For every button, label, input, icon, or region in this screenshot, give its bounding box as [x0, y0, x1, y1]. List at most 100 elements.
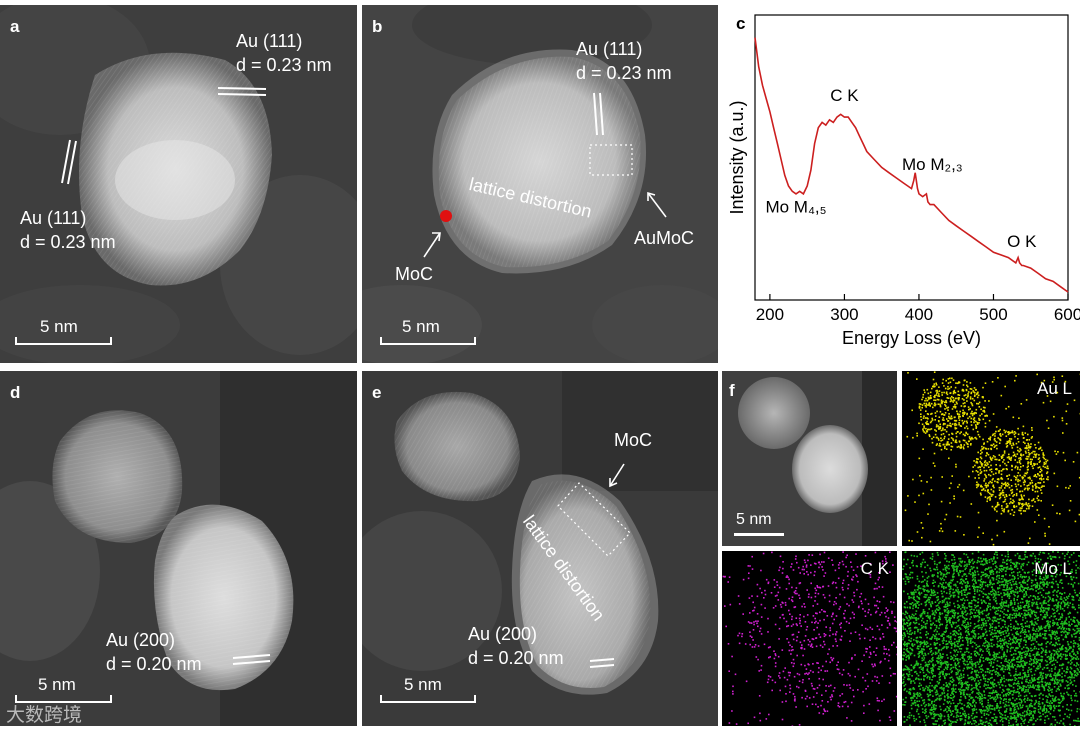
mo-signal-dot — [1042, 602, 1045, 604]
mo-signal-dot — [911, 675, 913, 677]
mo-signal-dot — [1051, 702, 1053, 704]
c-signal-dot — [892, 672, 895, 675]
au-signal-dot — [1020, 453, 1022, 455]
mo-signal-dot — [910, 704, 913, 707]
c-signal-dot — [887, 609, 889, 611]
au-signal-dot — [957, 394, 959, 396]
au-signal-dot — [946, 443, 949, 446]
mo-signal-dot — [916, 589, 919, 591]
mo-signal-dot — [957, 662, 959, 665]
au-signal-dot — [948, 487, 951, 489]
mo-signal-dot — [1022, 720, 1024, 722]
mo-signal-dot — [913, 654, 916, 657]
mo-signal-dot — [1006, 645, 1008, 647]
mo-signal-dot — [913, 666, 916, 668]
mo-signal-dot — [933, 700, 936, 703]
mo-signal-dot — [1037, 630, 1040, 632]
mo-signal-dot — [994, 629, 996, 632]
au-signal-dot — [1032, 498, 1035, 500]
mo-signal-dot — [1014, 601, 1016, 604]
mo-signal-dot — [1059, 608, 1062, 610]
mo-signal-dot — [1008, 632, 1010, 635]
au-signal-dot — [1038, 514, 1040, 516]
mo-signal-dot — [993, 659, 996, 661]
mo-signal-dot — [945, 646, 948, 648]
mo-signal-dot — [987, 701, 990, 704]
au-signal-dot — [1021, 477, 1024, 480]
mo-signal-dot — [987, 681, 989, 683]
mo-signal-dot — [1068, 628, 1070, 630]
au-signal-dot — [940, 399, 943, 402]
mo-signal-dot — [1040, 660, 1043, 663]
mo-signal-dot — [1008, 615, 1011, 618]
au-signal-dot — [992, 455, 995, 457]
c-signal-dot — [816, 586, 819, 589]
mo-signal-dot — [1017, 661, 1020, 663]
au-signal-dot — [938, 439, 940, 441]
mo-signal-dot — [1018, 687, 1021, 690]
mo-signal-dot — [980, 720, 982, 722]
mo-signal-dot — [1027, 586, 1030, 589]
mo-signal-dot — [1006, 593, 1009, 595]
au-signal-dot — [965, 420, 968, 423]
mo-signal-dot — [1054, 622, 1056, 624]
mo-signal-dot — [976, 561, 978, 564]
mo-signal-dot — [1025, 654, 1028, 657]
au-signal-dot — [952, 439, 955, 442]
au-signal-dot — [948, 417, 950, 419]
mo-signal-dot — [1049, 675, 1051, 677]
eels-spectrum-line — [754, 37, 1069, 293]
mo-signal-dot — [948, 582, 950, 584]
c-signal-dot — [869, 573, 872, 576]
mo-signal-dot — [922, 610, 925, 613]
mo-signal-dot — [1057, 586, 1059, 589]
mo-signal-dot — [924, 566, 926, 569]
mo-signal-dot — [943, 639, 945, 642]
mo-signal-dot — [1070, 659, 1072, 662]
au-signal-dot — [977, 471, 979, 473]
mo-signal-dot — [989, 695, 991, 697]
mo-signal-dot — [1060, 700, 1063, 703]
mo-signal-dot — [974, 637, 976, 639]
mo-signal-dot — [928, 685, 931, 687]
mo-signal-dot — [1028, 686, 1030, 689]
mo-signal-dot — [925, 641, 928, 643]
mo-signal-dot — [929, 638, 931, 640]
c-signal-dot — [858, 605, 860, 608]
mo-signal-dot — [1047, 641, 1049, 643]
mo-signal-dot — [1044, 634, 1046, 637]
au-signal-dot — [1037, 466, 1040, 469]
au-signal-dot — [980, 463, 983, 466]
mo-signal-dot — [940, 590, 943, 592]
mo-signal-dot — [1048, 687, 1051, 689]
mo-signal-dot — [1021, 706, 1024, 709]
mo-signal-dot — [1021, 575, 1024, 578]
mo-signal-dot — [1010, 561, 1012, 564]
c-signal-dot — [870, 613, 872, 616]
au-signal-dot — [982, 396, 984, 399]
mo-signal-dot — [964, 722, 966, 725]
mo-signal-dot — [959, 650, 962, 653]
mo-signal-dot — [960, 590, 963, 592]
mo-signal-dot — [934, 563, 936, 565]
map-au-label: Au L — [1037, 379, 1072, 398]
mo-signal-dot — [933, 617, 935, 620]
au-signal-dot — [927, 513, 929, 515]
au-signal-dot — [1025, 447, 1028, 450]
mo-signal-dot — [987, 567, 990, 570]
mo-signal-dot — [1033, 660, 1035, 663]
mo-signal-dot — [982, 650, 984, 653]
au-signal-dot — [941, 530, 944, 533]
mo-signal-dot — [980, 635, 982, 638]
mo-signal-dot — [955, 589, 957, 591]
mo-signal-dot — [1012, 666, 1014, 668]
mo-signal-dot — [911, 643, 914, 645]
au-signal-dot — [929, 428, 931, 431]
au-signal-dot — [983, 442, 985, 444]
au-signal-dot — [975, 388, 977, 391]
mo-signal-dot — [1016, 647, 1018, 650]
mo-signal-dot — [1016, 599, 1018, 601]
au-signal-dot — [1007, 441, 1010, 443]
au-signal-dot — [1011, 469, 1013, 471]
mo-signal-dot — [1074, 632, 1077, 635]
